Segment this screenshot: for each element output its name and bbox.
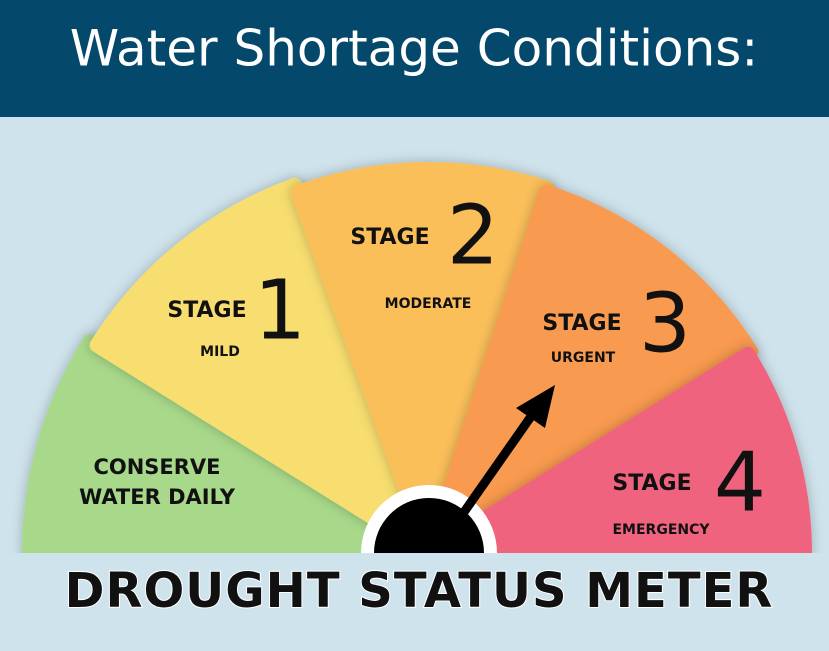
gauge-segment <box>422 184 759 560</box>
stage-number: 1 <box>254 263 306 358</box>
header-bar <box>0 0 829 117</box>
gauge-segment <box>422 346 812 560</box>
stage-number: 2 <box>447 188 499 283</box>
stage-description: EMERGENCY <box>612 522 710 538</box>
footer-title: DROUGHT STATUS METER <box>65 563 774 619</box>
gauge <box>22 162 812 560</box>
stage-description: MODERATE <box>385 296 472 312</box>
stage-number: 3 <box>639 276 691 371</box>
gauge-segment <box>22 334 436 560</box>
stage-description: URGENT <box>551 350 616 366</box>
header-title: Water Shortage Conditions: <box>70 20 758 78</box>
segment-label: CONSERVE <box>93 455 220 479</box>
needle <box>444 412 536 538</box>
stage-description: MILD <box>200 344 240 360</box>
needle-head <box>516 385 555 428</box>
gauge-segment <box>290 162 555 560</box>
stage-number: 4 <box>714 435 766 530</box>
stage-label: STAGE <box>350 225 429 250</box>
stage-label: STAGE <box>167 298 246 323</box>
stage-label: STAGE <box>612 471 691 496</box>
segment-label: WATER DAILY <box>79 485 236 509</box>
stage-label: STAGE <box>542 311 621 336</box>
footer-bg <box>0 553 829 651</box>
gauge-segment <box>89 177 436 560</box>
